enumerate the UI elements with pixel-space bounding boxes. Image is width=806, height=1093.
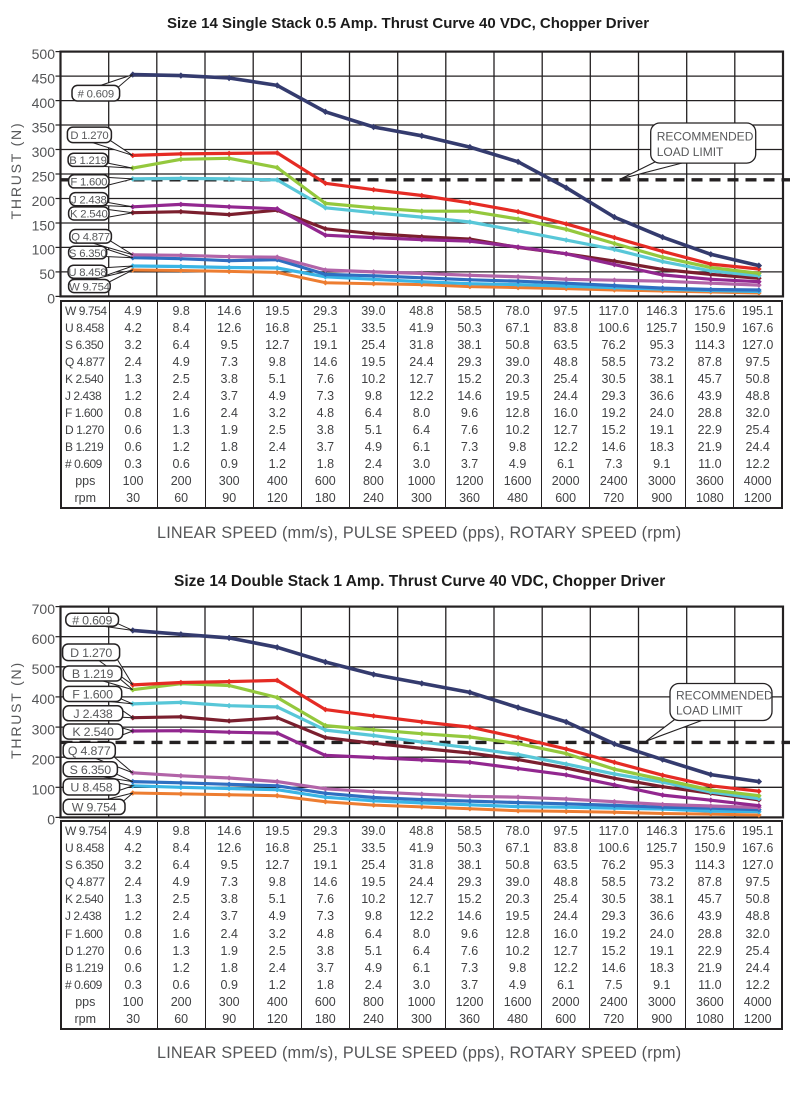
svg-text:U 8.458: U 8.458 [68,267,106,279]
svg-text:U 8.458: U 8.458 [70,781,112,795]
svg-text:W 9.754: W 9.754 [72,801,117,815]
svg-text:250: 250 [32,168,56,184]
svg-text:LOAD LIMIT: LOAD LIMIT [657,145,724,159]
svg-text:J 2.438: J 2.438 [73,707,113,721]
svg-text:0: 0 [47,291,55,307]
svg-text:350: 350 [32,119,56,135]
svg-text:200: 200 [32,193,56,209]
svg-text:100: 100 [32,782,56,798]
svg-text:Q 4.877: Q 4.877 [68,744,111,758]
svg-text:100: 100 [32,242,56,258]
svg-text:J 2.438: J 2.438 [71,194,107,206]
svg-text:500: 500 [32,46,56,62]
svg-text:600: 600 [32,631,56,647]
svg-text:S 6.350: S 6.350 [70,763,112,777]
svg-text:D 1.270: D 1.270 [70,130,108,142]
svg-text:F 1.600: F 1.600 [70,177,107,189]
svg-text:400: 400 [32,691,56,707]
svg-text:B 1.219: B 1.219 [69,155,107,167]
svg-text:THRUST (N): THRUST (N) [8,122,24,220]
svg-text:300: 300 [32,721,56,737]
svg-text:K 2.540: K 2.540 [70,209,108,221]
svg-text:400: 400 [32,95,56,111]
svg-text:50: 50 [39,266,55,282]
svg-text:0: 0 [47,812,55,828]
svg-text:B 1.219: B 1.219 [72,667,114,681]
svg-text:# 0.609: # 0.609 [78,89,114,101]
svg-text:THRUST (N): THRUST (N) [8,661,24,759]
svg-text:RECOMMENDED: RECOMMENDED [676,688,773,702]
svg-text:W 9.754: W 9.754 [69,281,110,293]
svg-text:300: 300 [32,144,56,160]
svg-text:150: 150 [32,217,56,233]
svg-text:LOAD LIMIT: LOAD LIMIT [676,704,743,718]
svg-text:450: 450 [32,70,56,86]
svg-text:500: 500 [32,661,56,677]
svg-text:# 0.609: # 0.609 [72,613,112,627]
svg-text:K 2.540: K 2.540 [72,725,114,739]
svg-text:RECOMMENDED: RECOMMENDED [657,129,754,143]
svg-text:F 1.600: F 1.600 [72,688,113,702]
svg-text:S 6.350: S 6.350 [69,248,107,260]
svg-text:Q 4.877: Q 4.877 [71,232,110,244]
svg-text:200: 200 [32,751,56,767]
svg-text:D 1.270: D 1.270 [70,646,112,660]
svg-text:700: 700 [32,601,56,617]
